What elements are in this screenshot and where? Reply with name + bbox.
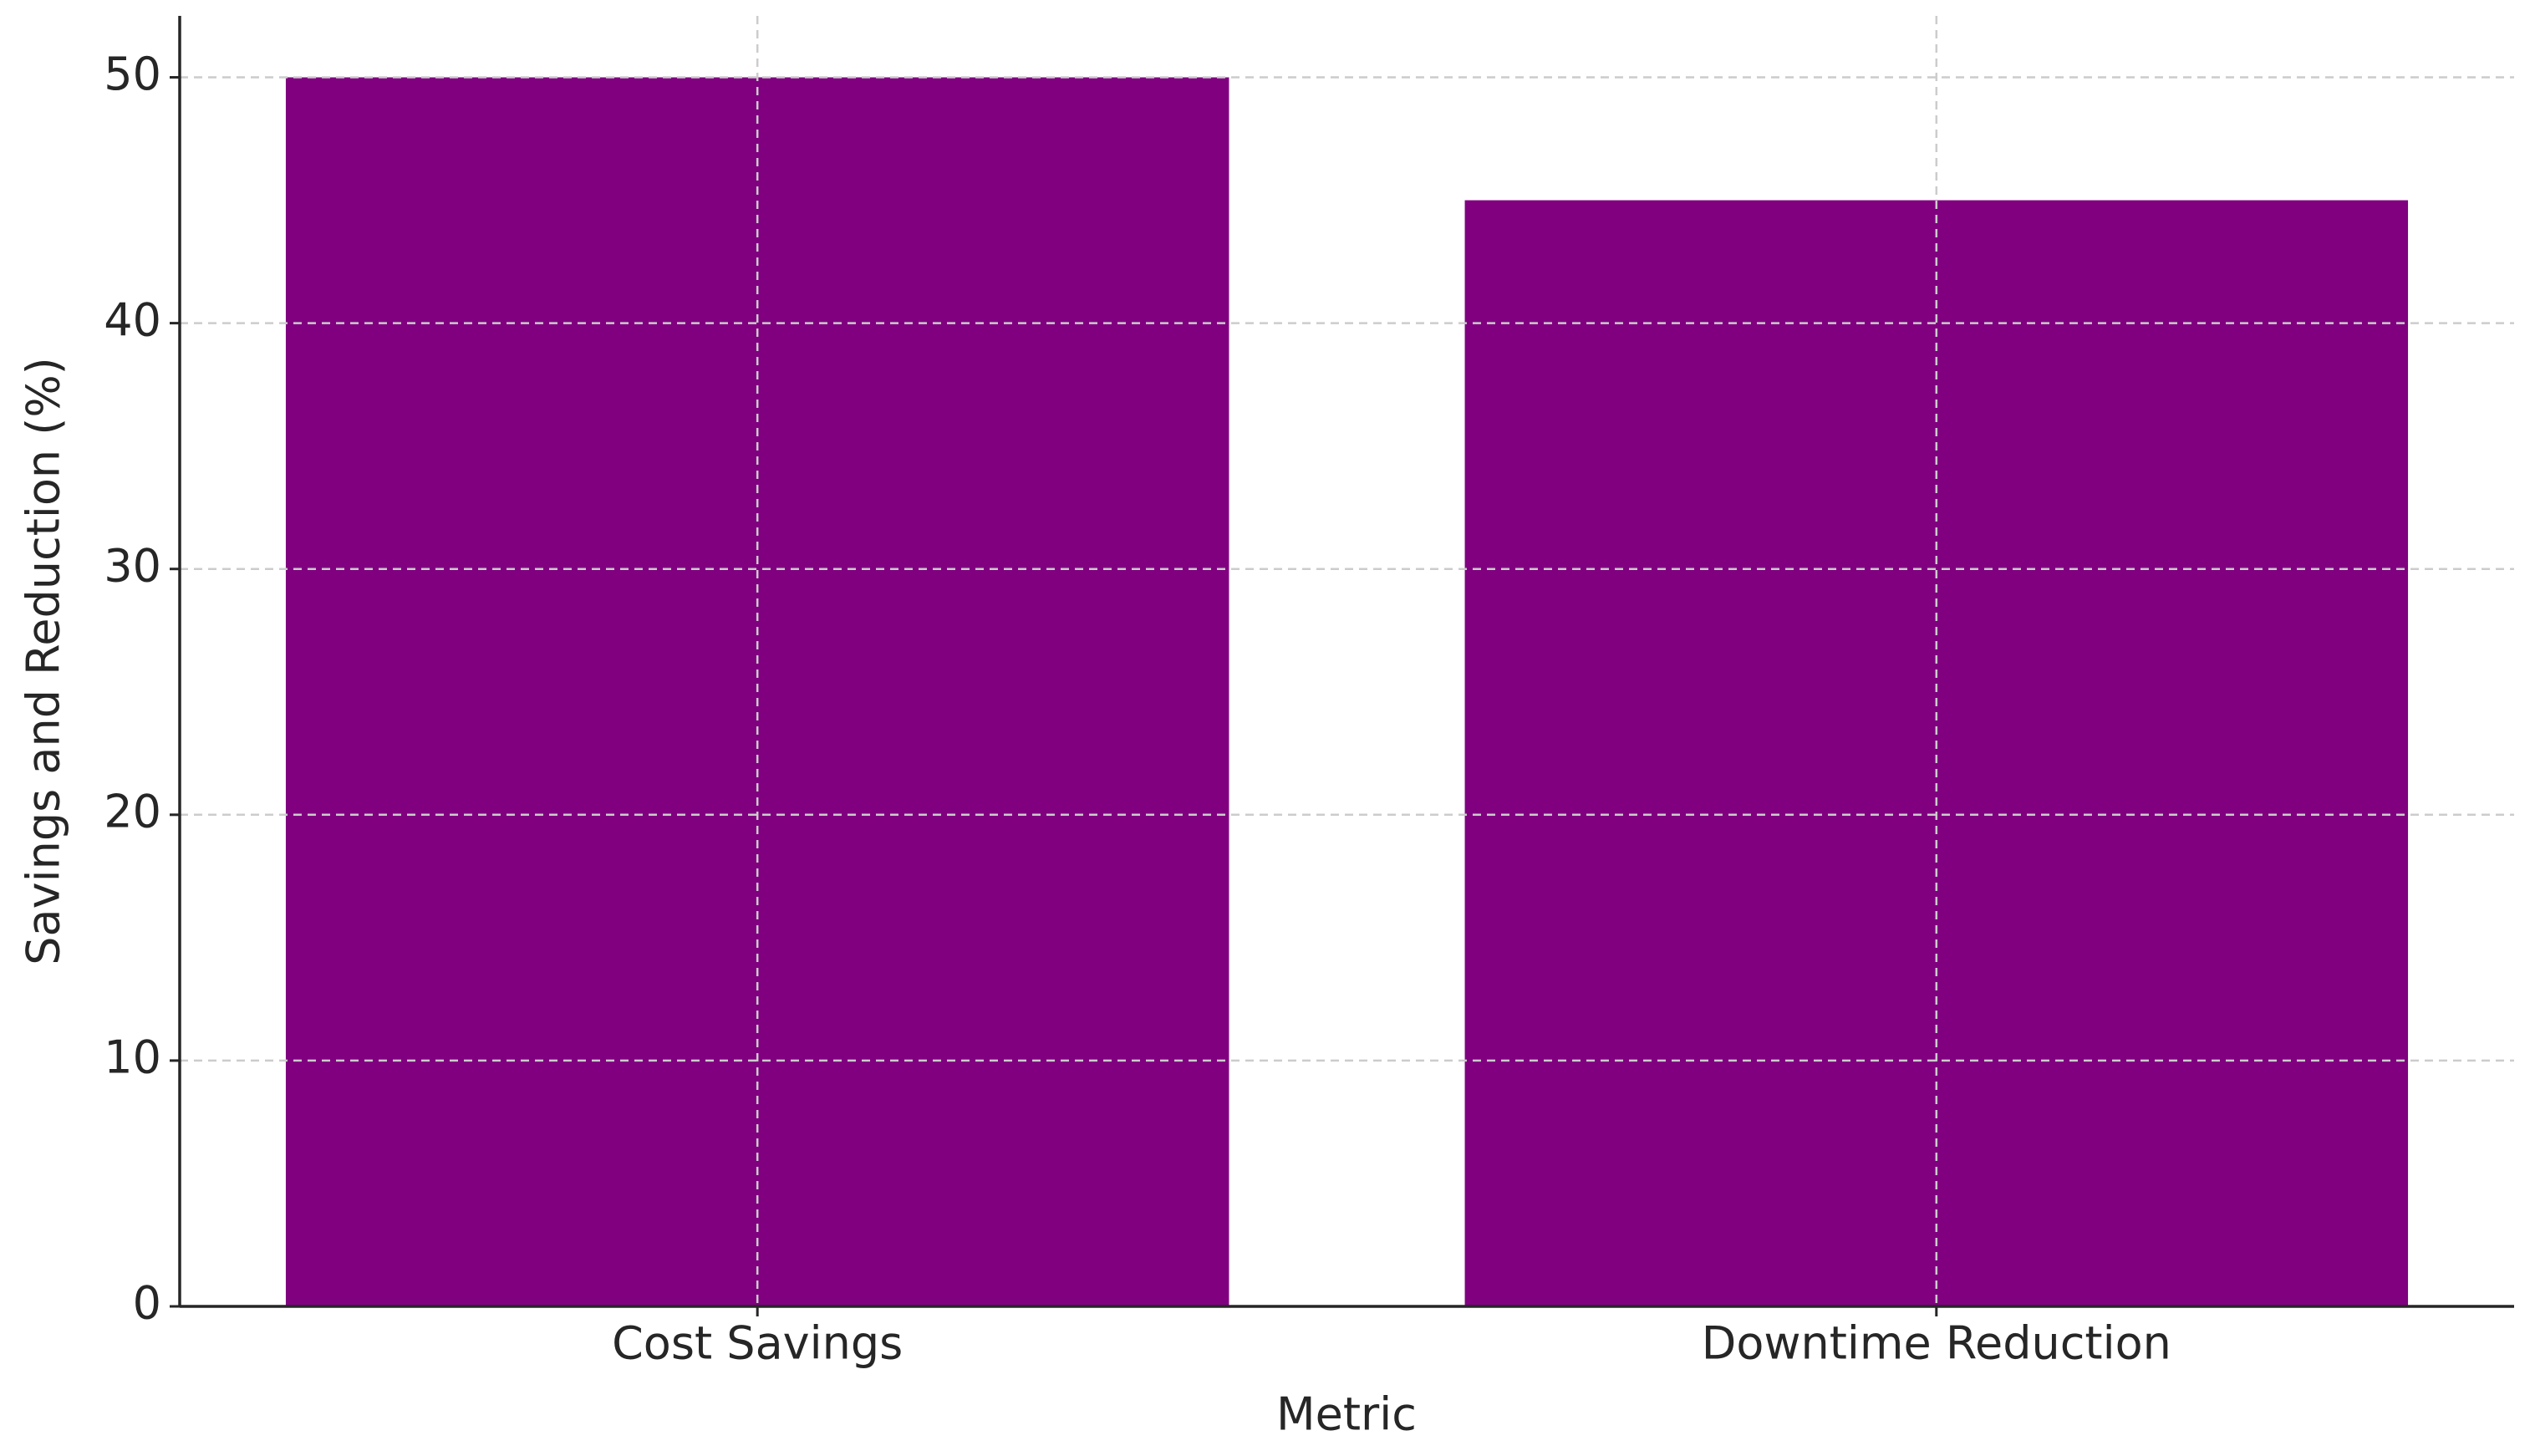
x-tick-label: Cost Savings (612, 1317, 903, 1370)
bar (1464, 200, 2409, 1307)
y-axis-label: Savings and Reduction (%) (18, 357, 70, 965)
x-tick-label: Downtime Reduction (1702, 1317, 2171, 1370)
y-tick-label: 10 (104, 1031, 161, 1084)
y-tick-label: 40 (104, 293, 161, 346)
y-tick-label: 30 (104, 539, 161, 592)
y-tick-label: 0 (133, 1277, 161, 1330)
y-tick-label: 50 (104, 48, 161, 100)
y-tick-label: 20 (104, 785, 161, 837)
x-axis-label: Metric (1276, 1388, 1417, 1441)
